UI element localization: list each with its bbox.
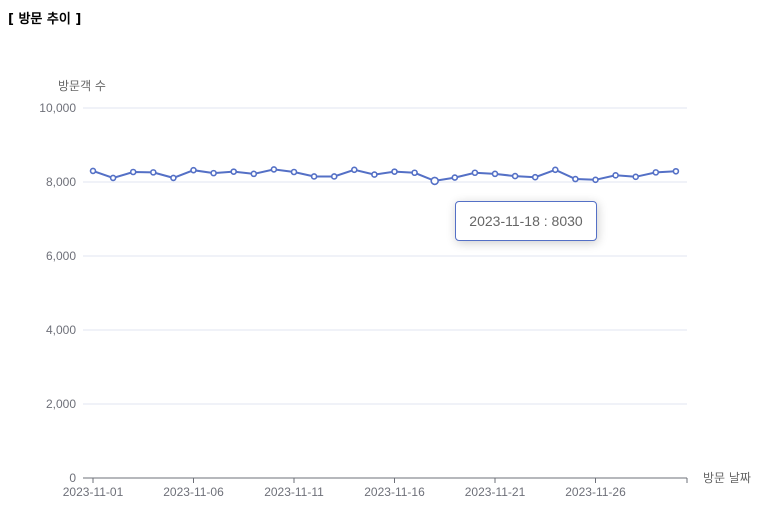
x-tick-label: 2023-11-16 — [364, 485, 425, 499]
data-point — [632, 173, 640, 181]
x-tick-label: 2023-11-26 — [565, 485, 626, 499]
data-point — [330, 173, 338, 180]
data-point — [430, 176, 440, 186]
x-tick-label: 2023-11-06 — [163, 485, 224, 499]
x-axis-label: 방문 날짜 — [703, 471, 751, 485]
data-point — [551, 166, 559, 174]
data-point — [612, 172, 619, 179]
data-point — [89, 167, 97, 175]
data-point — [210, 169, 217, 177]
data-point — [531, 173, 539, 181]
y-tick-label: 0 — [69, 471, 76, 485]
data-point — [270, 166, 278, 173]
data-point — [170, 174, 177, 182]
y-tick-label: 10,000 — [39, 101, 76, 115]
data-point — [250, 170, 258, 178]
data-point — [411, 169, 418, 177]
y-tick-label: 2,000 — [46, 397, 76, 411]
data-point — [592, 176, 599, 184]
data-point — [471, 169, 479, 177]
y-axis-label: 방문객 수 — [58, 79, 106, 93]
data-point — [391, 168, 398, 175]
data-point — [652, 169, 660, 176]
x-tick-label: 2023-11-11 — [264, 485, 324, 499]
data-point — [491, 170, 499, 178]
data-point — [150, 169, 157, 176]
data-point — [230, 168, 237, 175]
series-line — [92, 168, 676, 182]
data-point — [451, 174, 459, 181]
data-point — [672, 167, 680, 175]
data-point — [511, 172, 519, 180]
data-point — [350, 166, 358, 174]
data-point — [371, 171, 378, 178]
data-point — [290, 168, 298, 176]
data-point — [109, 174, 117, 182]
data-point — [190, 166, 197, 174]
x-tick-label: 2023-11-21 — [465, 485, 526, 499]
y-tick-label: 4,000 — [46, 323, 76, 337]
data-point — [129, 168, 137, 176]
data-point-tooltip: 2023-11-18 : 8030 — [455, 201, 597, 241]
data-point — [310, 173, 318, 180]
section-title: [ 방문 추이 ] — [8, 12, 82, 27]
x-tick-label: 2023-11-01 — [63, 485, 124, 499]
data-point — [572, 175, 579, 183]
y-tick-label: 6,000 — [46, 249, 76, 263]
y-tick-label: 8,000 — [46, 175, 76, 189]
